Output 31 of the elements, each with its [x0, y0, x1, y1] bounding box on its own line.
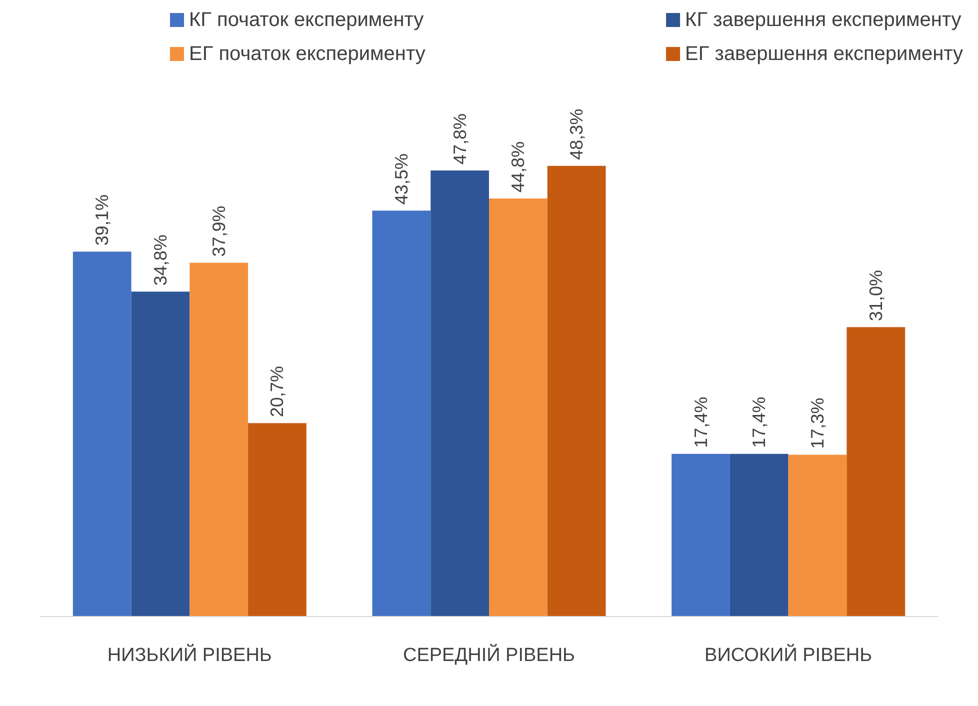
data-label: 17,4%: [749, 396, 770, 448]
legend-label: КГ початок експерименту: [189, 9, 424, 31]
bar: [248, 423, 306, 616]
legend-label: КГ завершення експерименту: [685, 9, 962, 31]
data-label: 47,8%: [450, 113, 470, 165]
data-label: 43,5%: [391, 154, 412, 205]
bar: [72, 252, 132, 616]
bar: [430, 170, 489, 616]
data-label: 31,0%: [866, 270, 886, 322]
data-label: 17,4%: [690, 396, 711, 448]
data-label: 44,8%: [508, 141, 528, 192]
bar: [730, 454, 788, 616]
x-tick-label: СЕРЕДНІЙ РІВЕНЬ: [402, 643, 576, 666]
legend-label: ЕГ завершення експерименту: [685, 43, 964, 65]
data-label: 39,1%: [92, 194, 112, 246]
bar: [788, 454, 847, 616]
data-label: 48,3%: [566, 108, 587, 160]
x-tick-label: ВИСОКИЙ РІВЕНЬ: [704, 643, 872, 666]
bar: [190, 262, 248, 616]
bar: [372, 210, 431, 616]
bar: [846, 327, 906, 616]
bar: [547, 166, 606, 616]
bar: [131, 292, 190, 616]
x-tick-label: НИЗЬКИЙ РІВЕНЬ: [107, 643, 272, 666]
bar: [489, 198, 548, 616]
data-label: 20,7%: [267, 366, 288, 418]
bar: [672, 454, 730, 616]
legend-label: ЕГ початок експерименту: [189, 43, 426, 65]
data-label: 17,3%: [808, 398, 828, 449]
data-label: 37,9%: [208, 206, 229, 257]
data-label: 34,8%: [150, 234, 170, 286]
